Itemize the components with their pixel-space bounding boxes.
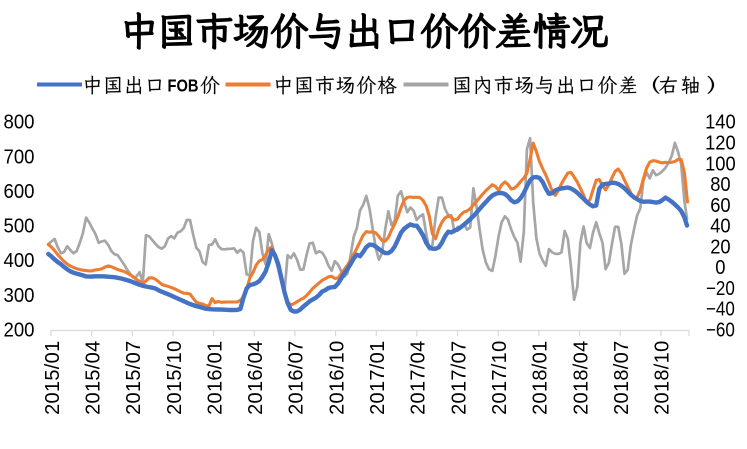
- svg-text:200: 200: [4, 320, 35, 342]
- svg-text:100: 100: [705, 153, 736, 175]
- svg-text:2016/07: 2016/07: [286, 341, 308, 415]
- svg-text:2015/10: 2015/10: [164, 341, 186, 415]
- svg-text:300: 300: [4, 285, 35, 307]
- svg-text:400: 400: [4, 250, 35, 272]
- svg-text:600: 600: [4, 181, 35, 203]
- svg-text:−40: −40: [706, 299, 735, 321]
- svg-text:−60: −60: [706, 320, 735, 342]
- svg-text:2015/04: 2015/04: [83, 341, 105, 415]
- svg-text:800: 800: [4, 112, 35, 134]
- svg-text:2017/10: 2017/10: [489, 341, 511, 415]
- svg-text:2018/01: 2018/01: [530, 341, 552, 415]
- svg-text:FOB: FOB: [168, 75, 199, 95]
- svg-text:2018/04: 2018/04: [570, 341, 592, 415]
- svg-text:2017/01: 2017/01: [367, 341, 389, 415]
- svg-text:500: 500: [4, 216, 35, 238]
- svg-text:2016/04: 2016/04: [245, 341, 267, 415]
- svg-text:2015/01: 2015/01: [42, 341, 64, 415]
- svg-text:2016/01: 2016/01: [204, 341, 226, 415]
- svg-text:0: 0: [715, 257, 725, 279]
- svg-text:80: 80: [710, 174, 730, 196]
- svg-text:−20: −20: [706, 278, 735, 300]
- svg-text:2018/07: 2018/07: [611, 341, 633, 415]
- svg-text:20: 20: [710, 236, 730, 258]
- svg-text:2018/10: 2018/10: [652, 341, 674, 415]
- svg-text:140: 140: [705, 112, 736, 134]
- svg-text:2017/04: 2017/04: [408, 341, 430, 415]
- svg-text:120: 120: [705, 133, 736, 155]
- svg-text:60: 60: [710, 195, 730, 217]
- svg-text:40: 40: [710, 216, 730, 238]
- svg-text:700: 700: [4, 146, 35, 168]
- svg-text:2017/07: 2017/07: [448, 341, 470, 415]
- svg-text:2016/10: 2016/10: [326, 341, 348, 415]
- svg-text:2015/07: 2015/07: [123, 341, 145, 415]
